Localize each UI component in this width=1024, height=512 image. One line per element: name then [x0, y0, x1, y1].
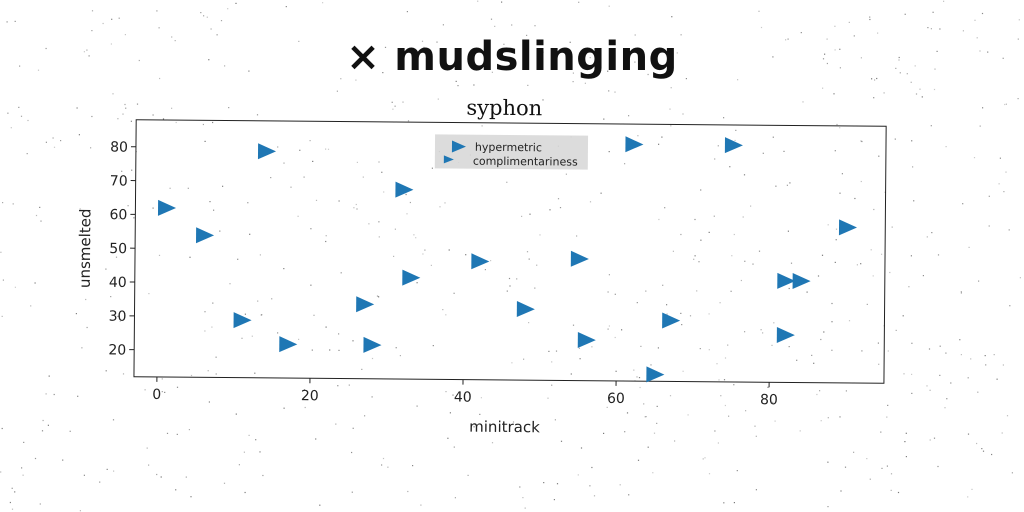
scatter-point [838, 219, 858, 236]
scatter-point [402, 269, 421, 286]
y-tick-label: 60 [109, 207, 127, 223]
x-tick-label: 20 [301, 388, 319, 404]
scatter-point [577, 332, 596, 349]
y-tick-label: 70 [110, 173, 128, 189]
scatter-point [195, 227, 215, 244]
scatter-point [724, 137, 743, 154]
scatter-points [157, 136, 858, 383]
legend-label-hypermetric: hypermetric [475, 141, 542, 155]
legend: hypermetric complimentariness [434, 134, 589, 170]
scatter-point [625, 136, 644, 153]
legend-label-complimentariness: complimentariness [473, 155, 578, 169]
x-axis-label: minitrack [469, 418, 540, 437]
scatter-point [792, 273, 811, 290]
scatter-point [233, 312, 252, 329]
y-tick-label: 80 [110, 140, 128, 156]
scatter-point [279, 336, 298, 353]
legend-marker-complimentariness [443, 155, 454, 164]
chart: syphon 0 20 40 60 80 20 30 40 50 60 70 80 minitrac… [60, 88, 920, 448]
scatter-point [777, 272, 796, 289]
scatter-point [646, 366, 665, 383]
scatter-point [363, 336, 382, 353]
scatter-point [662, 312, 681, 329]
x-tick-label: 60 [607, 391, 625, 407]
chart-title: syphon [466, 96, 542, 121]
y-tick-label: 20 [108, 342, 126, 358]
legend-box [434, 134, 589, 170]
y-axis-label: unsmelted [76, 208, 95, 288]
scatter-point [570, 250, 589, 267]
legend-marker-hypermetric [451, 140, 466, 153]
x-axis: 0 20 40 60 80 [152, 376, 778, 408]
banner-title: × mudslinging [0, 34, 1024, 80]
scatter-point [257, 143, 277, 160]
y-axis: 20 30 40 50 60 70 80 [108, 140, 136, 359]
x-tick-label: 80 [760, 392, 778, 408]
scatter-point [395, 181, 414, 198]
close-icon: × [346, 34, 381, 80]
y-tick-label: 40 [109, 275, 127, 291]
scatter-point [471, 253, 490, 270]
scatter-point [356, 296, 375, 313]
y-tick-label: 50 [109, 241, 127, 257]
x-tick-label: 40 [454, 390, 472, 406]
x-tick-label: 0 [152, 387, 161, 403]
y-tick-label: 30 [109, 309, 127, 325]
scatter-point [516, 301, 535, 318]
scatter-point [157, 199, 177, 216]
scatter-point [776, 326, 795, 343]
banner-text: mudslinging [394, 34, 678, 80]
chart-svg: syphon 0 20 40 60 80 20 30 40 50 60 70 80 minitrac… [76, 96, 887, 437]
